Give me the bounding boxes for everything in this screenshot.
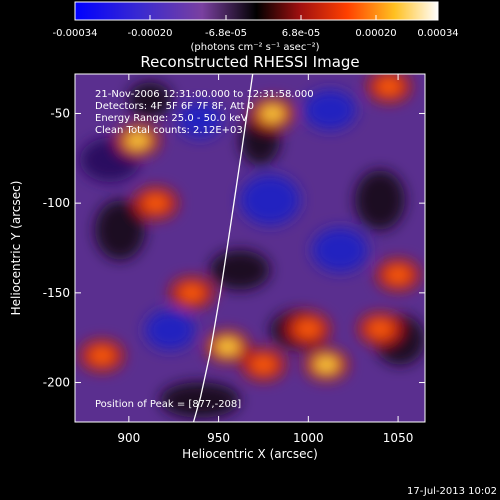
annotation-counts: Clean Total counts: 2.12E+03 bbox=[95, 125, 243, 136]
y-axis-label: Heliocentric Y (arcsec) bbox=[9, 181, 23, 316]
bright-source-core bbox=[314, 356, 339, 373]
annotation-detectors: Detectors: 4F 5F 6F 7F 8F, Att 0 bbox=[95, 101, 254, 112]
solar-limb-curve bbox=[192, 74, 254, 422]
y-axis: -50 -100 -150 -200 bbox=[43, 106, 425, 390]
footer-date: 17-Jul-2013 10:02 bbox=[407, 486, 497, 497]
bright-source-core bbox=[296, 320, 321, 337]
heatmap-dark-region bbox=[145, 310, 195, 350]
bright-source-core bbox=[89, 347, 114, 364]
bright-source-core bbox=[143, 195, 168, 212]
x-axis-label: Heliocentric X (arcsec) bbox=[182, 447, 318, 461]
heatmap-dark-region bbox=[95, 200, 145, 260]
heatmap-image bbox=[75, 74, 425, 422]
heatmap-blobs bbox=[79, 74, 425, 418]
heatmap-dark-region bbox=[312, 228, 368, 272]
bright-source-core bbox=[251, 356, 276, 373]
colorbar-ticks: -0.00034 -0.00020 -6.8e-05 6.8e-05 0.00020 0.… bbox=[53, 15, 459, 39]
colorbar-tick-label: 6.8e-05 bbox=[282, 28, 320, 39]
chart-title: Reconstructed RHESSI Image bbox=[140, 53, 359, 71]
peak-position-label: Position of Peak = [877,-208] bbox=[95, 399, 241, 410]
x-tick-label: 900 bbox=[117, 431, 140, 445]
x-tick-label: 1000 bbox=[293, 431, 324, 445]
bright-source-core bbox=[368, 320, 393, 337]
y-tick-label: -100 bbox=[43, 196, 70, 210]
heatmap-dark-region bbox=[240, 175, 300, 225]
bright-source-core bbox=[377, 78, 402, 95]
heatmap-dark-region bbox=[128, 82, 172, 118]
colorbar-tick-label: -0.00020 bbox=[128, 28, 173, 39]
colorbar bbox=[74, 1, 439, 21]
x-tick-label: 1050 bbox=[383, 431, 414, 445]
colorbar-tick-label: -0.00034 bbox=[53, 28, 98, 39]
y-tick-label: -150 bbox=[43, 286, 70, 300]
x-tick-label: 950 bbox=[207, 431, 230, 445]
colorbar-unit-label: (photons cm⁻² s⁻¹ asec⁻²) bbox=[190, 42, 319, 53]
colorbar-tick-label: -6.8e-05 bbox=[205, 28, 247, 39]
bright-source-core bbox=[179, 284, 204, 301]
heatmap-dark-region bbox=[355, 170, 405, 230]
colorbar-tick-label: 0.00020 bbox=[355, 28, 396, 39]
bright-source-core bbox=[260, 105, 285, 122]
annotation-block: 21-Nov-2006 12:31:00.000 to 12:31:58.000… bbox=[95, 89, 314, 136]
heatmap-dark-region bbox=[304, 90, 356, 130]
y-tick-label: -200 bbox=[43, 376, 70, 390]
annotation-energy: Energy Range: 25.0 - 50.0 keV bbox=[95, 113, 248, 124]
y-tick-label: -50 bbox=[50, 106, 70, 120]
bright-source-core bbox=[125, 132, 150, 149]
bright-source-core bbox=[386, 266, 411, 283]
bright-source-core bbox=[215, 338, 240, 355]
colorbar-tick-label: 0.00034 bbox=[417, 28, 458, 39]
annotation-time: 21-Nov-2006 12:31:00.000 to 12:31:58.000 bbox=[95, 89, 314, 100]
heatmap-dark-region bbox=[178, 102, 222, 138]
plot-frame bbox=[74, 73, 426, 423]
x-axis: 900 950 1000 1050 bbox=[117, 74, 413, 445]
heatmap-dark-region bbox=[210, 250, 270, 290]
